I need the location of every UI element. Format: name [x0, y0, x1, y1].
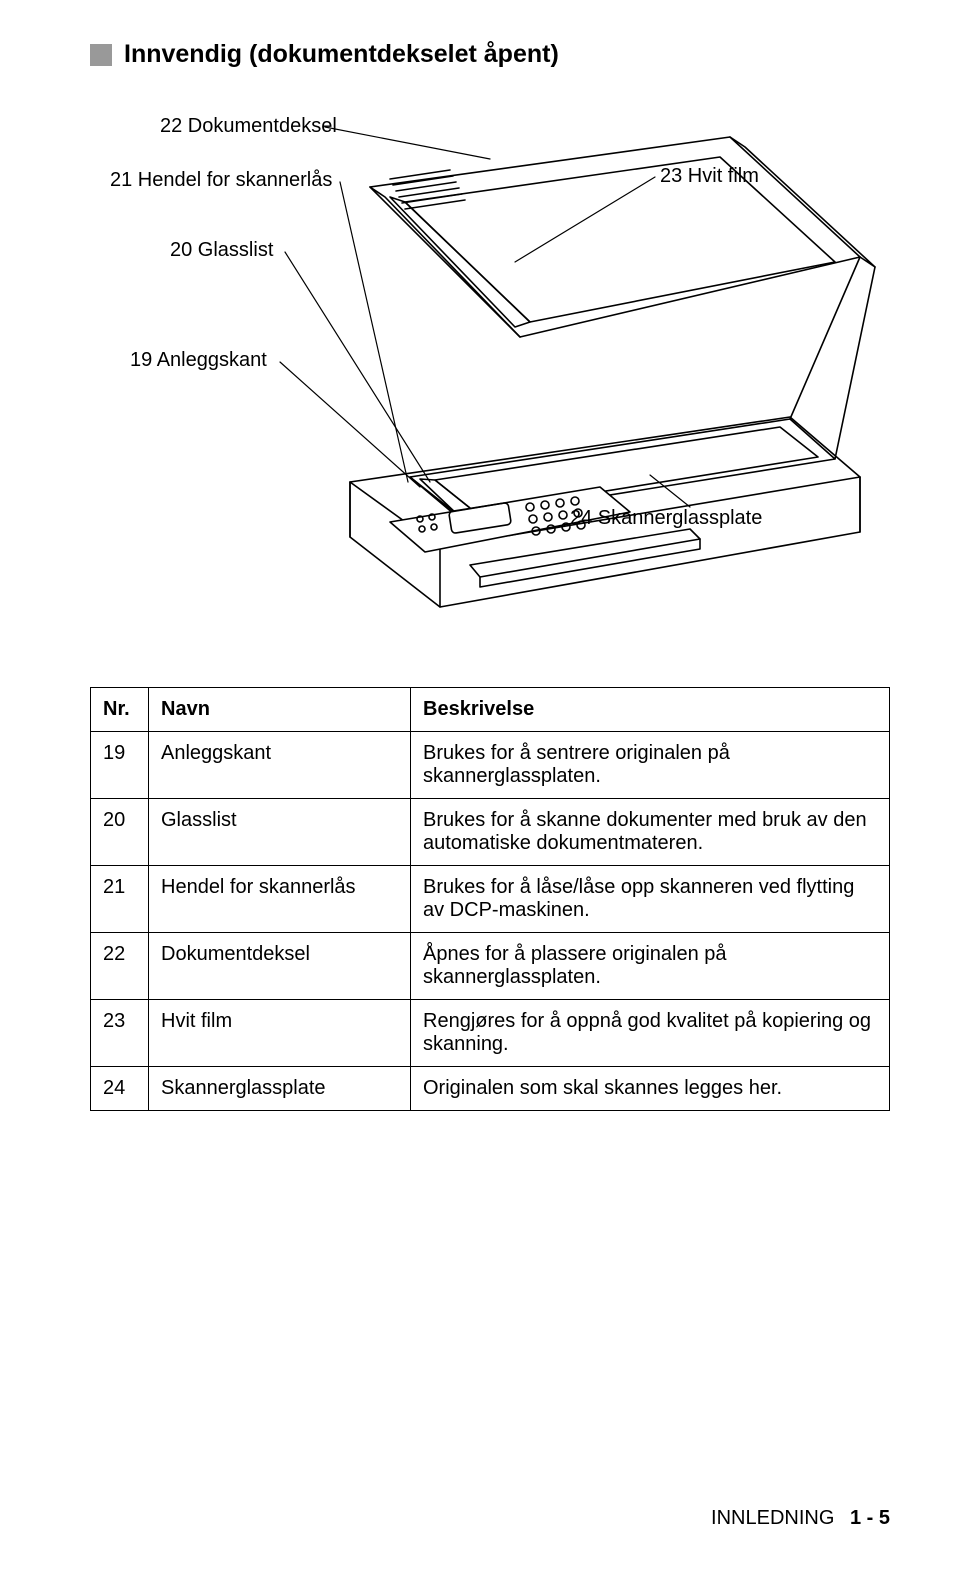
table-row: 20 Glasslist Brukes for å skanne dokumen… [91, 799, 890, 866]
footer-chapter: INNLEDNING [711, 1507, 834, 1529]
callout-19: 19 Anleggskant [130, 349, 267, 372]
cell-name: Hvit film [149, 1000, 411, 1067]
cell-name: Skannerglassplate [149, 1067, 411, 1111]
th-name: Navn [149, 688, 411, 732]
page-footer: INNLEDNING 1 - 5 [711, 1507, 890, 1530]
table-row: 21 Hendel for skannerlås Brukes for å lå… [91, 866, 890, 933]
square-bullet-icon [90, 44, 112, 66]
cell-name: Anleggskant [149, 732, 411, 799]
callout-21: 21 Hendel for skannerlås [110, 169, 332, 192]
table-row: 23 Hvit film Rengjøres for å oppnå god k… [91, 1000, 890, 1067]
cell-desc: Brukes for å låse/låse opp skanneren ved… [411, 866, 890, 933]
cell-desc: Rengjøres for å oppnå god kvalitet på ko… [411, 1000, 890, 1067]
table-header-row: Nr. Navn Beskrivelse [91, 688, 890, 732]
cell-desc: Brukes for å sentrere originalen på skan… [411, 732, 890, 799]
cell-desc: Originalen som skal skannes legges her. [411, 1067, 890, 1111]
cell-name: Dokumentdeksel [149, 933, 411, 1000]
cell-nr: 23 [91, 1000, 149, 1067]
cell-nr: 24 [91, 1067, 149, 1111]
callout-24: 24 Skannerglassplate [570, 507, 762, 530]
th-nr: Nr. [91, 688, 149, 732]
callout-23: 23 Hvit film [660, 165, 759, 188]
cell-nr: 19 [91, 732, 149, 799]
footer-page: 1 - 5 [850, 1507, 890, 1529]
callout-22: 22 Dokumentdeksel [160, 115, 337, 138]
cell-desc: Brukes for å skanne dokumenter med bruk … [411, 799, 890, 866]
callout-20: 20 Glasslist [170, 239, 273, 262]
cell-nr: 20 [91, 799, 149, 866]
cell-name: Hendel for skannerlås [149, 866, 411, 933]
section-title: Innvendig (dokumentdekselet åpent) [124, 40, 559, 69]
cell-nr: 22 [91, 933, 149, 1000]
parts-table: Nr. Navn Beskrivelse 19 Anleggskant Bruk… [90, 687, 890, 1111]
section-title-row: Innvendig (dokumentdekselet åpent) [90, 40, 890, 69]
cell-desc: Åpnes for å plassere originalen på skann… [411, 933, 890, 1000]
diagram-area: 22 Dokumentdeksel 21 Hendel for skannerl… [90, 87, 890, 647]
table-row: 22 Dokumentdeksel Åpnes for å plassere o… [91, 933, 890, 1000]
cell-nr: 21 [91, 866, 149, 933]
table-row: 24 Skannerglassplate Originalen som skal… [91, 1067, 890, 1111]
th-desc: Beskrivelse [411, 688, 890, 732]
page: Innvendig (dokumentdekselet åpent) [0, 0, 960, 1580]
table-row: 19 Anleggskant Brukes for å sentrere ori… [91, 732, 890, 799]
cell-name: Glasslist [149, 799, 411, 866]
